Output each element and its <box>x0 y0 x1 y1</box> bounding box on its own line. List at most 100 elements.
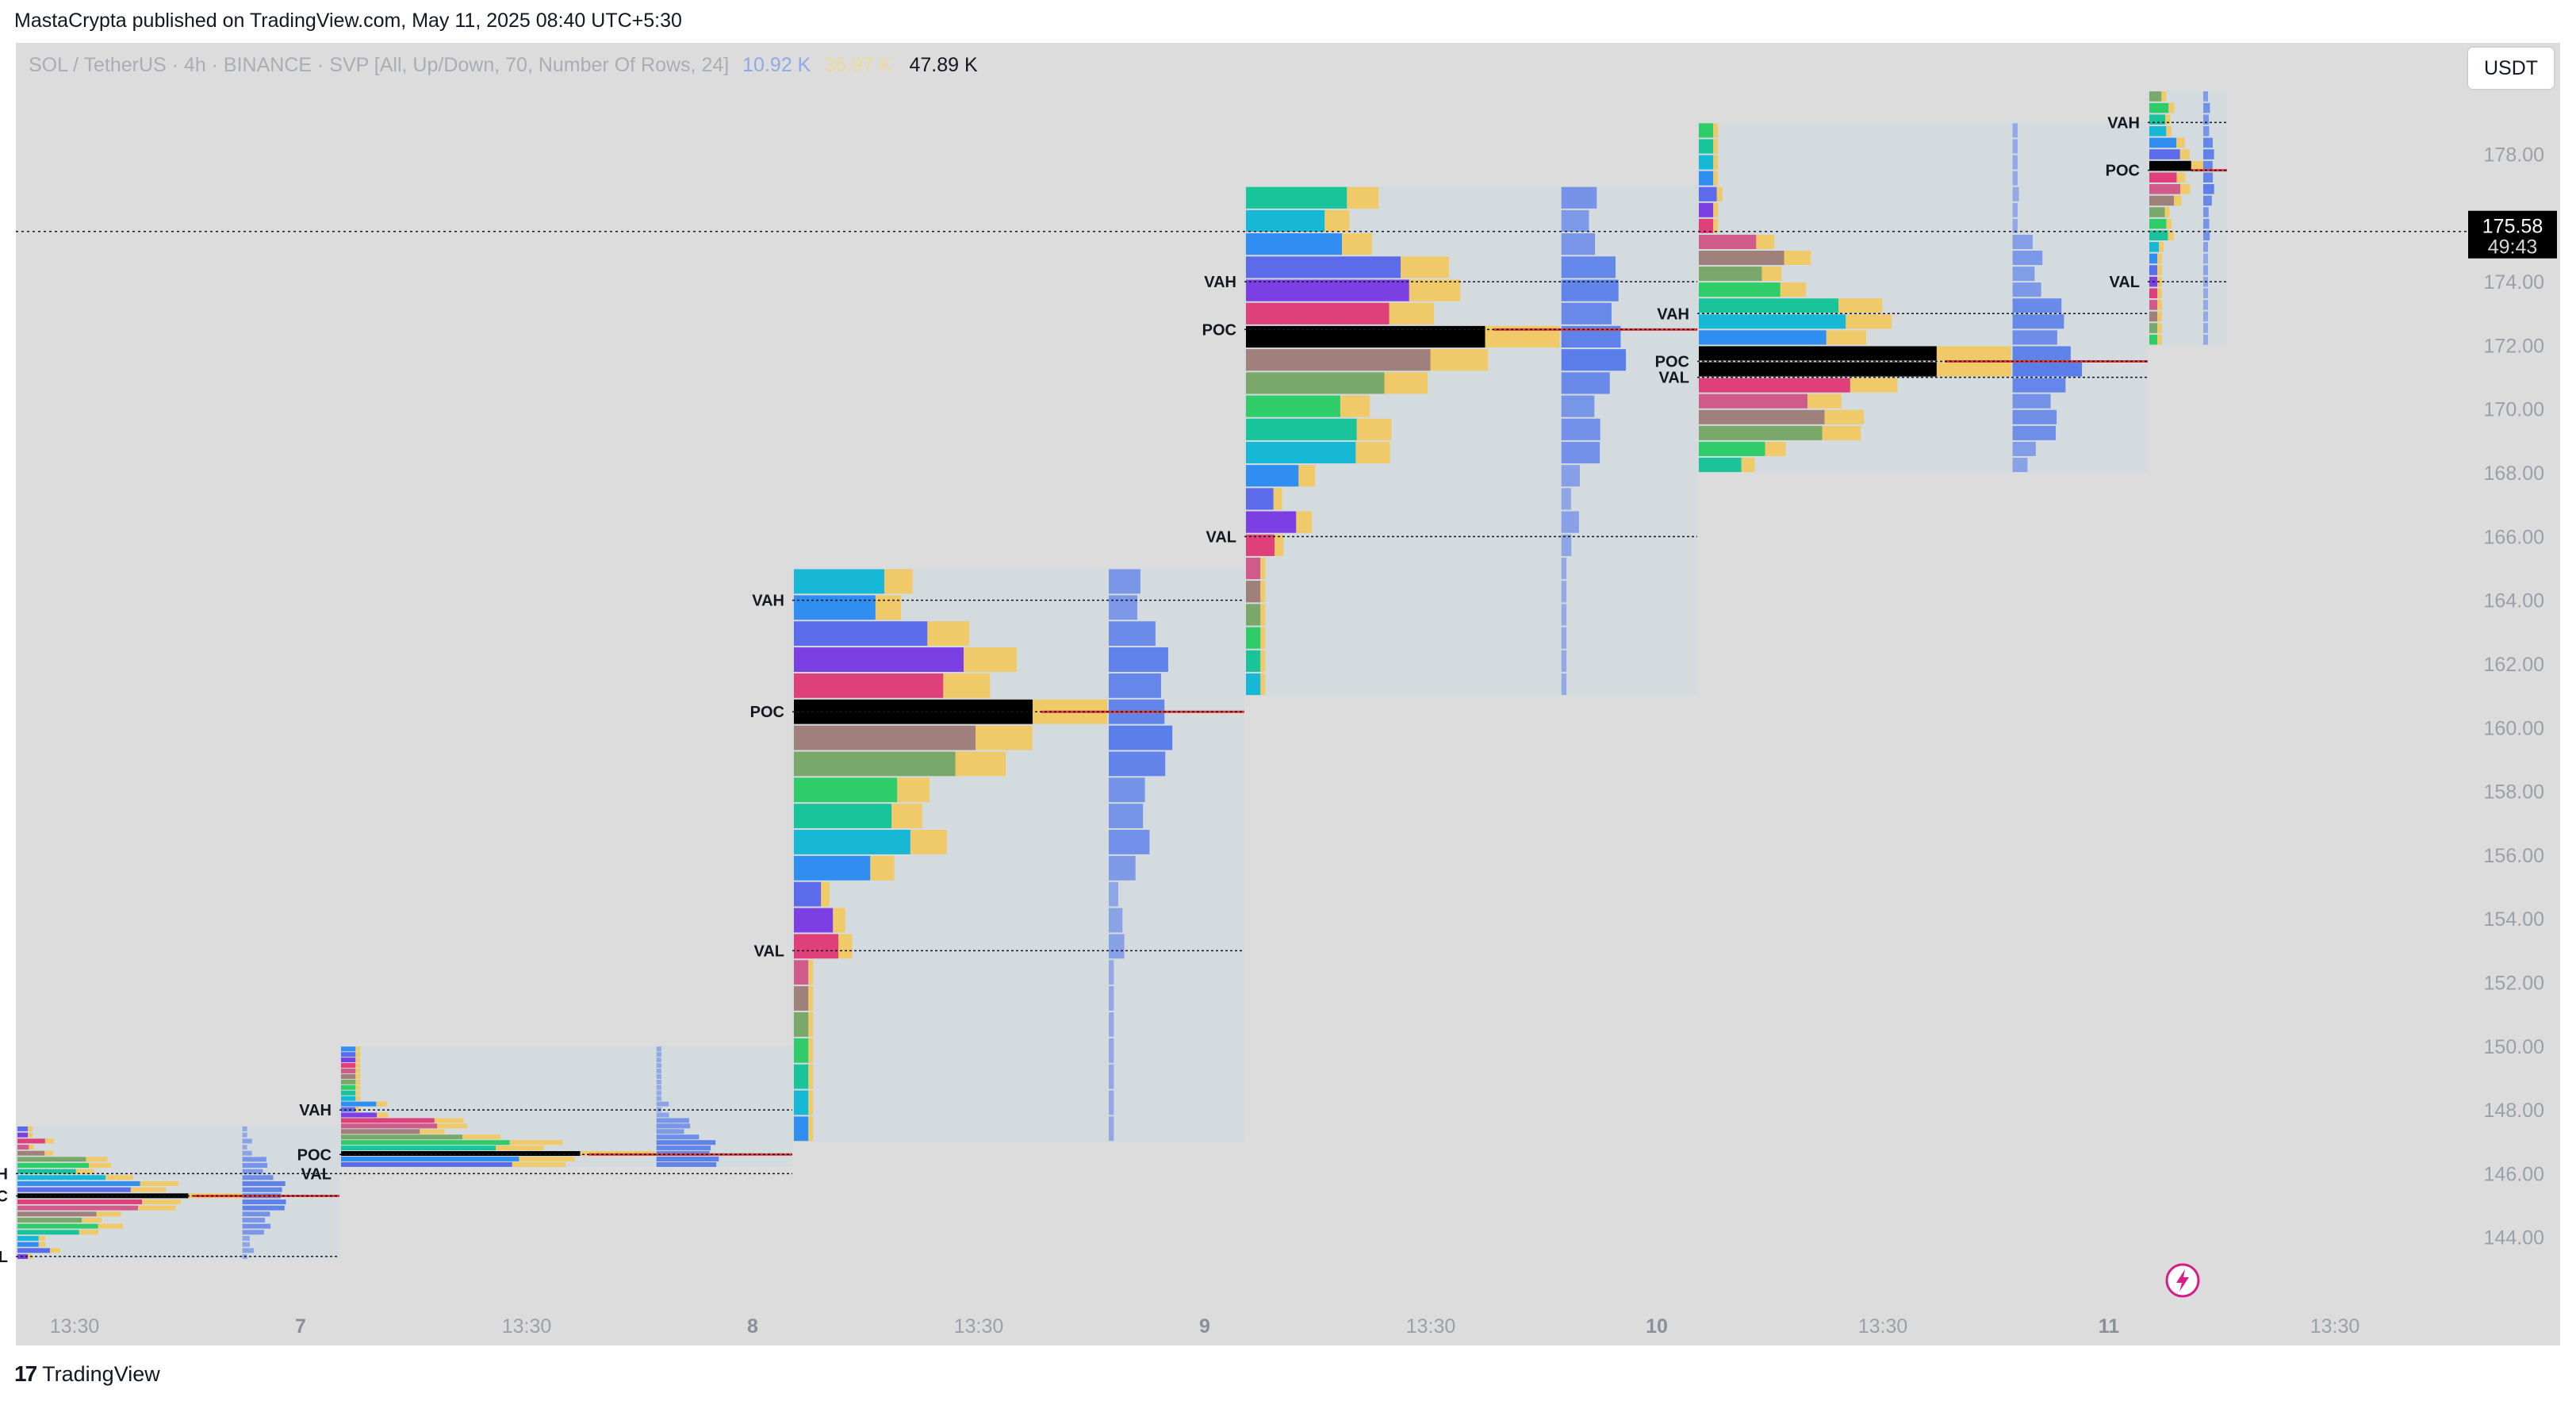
up-volume-row-7-21 <box>355 1046 361 1052</box>
tradingview-footer: 17 TradingView <box>14 1361 160 1387</box>
up-volume-row-9-3 <box>1260 604 1266 626</box>
up-volume-row-9-18 <box>1401 256 1449 278</box>
up-volume-row-10-8 <box>1826 330 1867 345</box>
volume-row-11-0 <box>2149 334 2157 345</box>
total-volume-row-7-16 <box>656 1073 662 1079</box>
x-tick-4: 13:30 <box>954 1315 1004 1338</box>
total-volume-row-11-12 <box>2203 195 2212 206</box>
total-volume-row-8-12 <box>1109 804 1144 829</box>
total-volume-row-9-11 <box>1561 418 1600 440</box>
volume-row-10-16 <box>1699 202 1714 217</box>
total-volume-row-10-4 <box>2012 393 2051 409</box>
total-volume-row-8-18 <box>1109 647 1168 672</box>
total-volume-row-9-3 <box>1561 604 1567 626</box>
total-volume-row-8-4 <box>1109 1011 1114 1037</box>
volume-row-6-1 <box>17 1248 50 1253</box>
total-volume-row-10-10 <box>2012 298 2062 313</box>
up-volume-row-9-12 <box>1340 395 1370 417</box>
volume-row-6-20 <box>17 1132 29 1138</box>
total-volume-row-8-20 <box>1109 595 1138 620</box>
volume-row-7-19 <box>341 1057 356 1063</box>
up-volume-row-10-1 <box>1765 441 1786 456</box>
volume-row-9-2 <box>1246 627 1261 649</box>
up-volume-row-11-21 <box>2161 91 2167 102</box>
total-volume-row-9-16 <box>1561 302 1612 324</box>
up-volume-row-7-7 <box>437 1123 468 1129</box>
volume-row-11-3 <box>2149 300 2157 310</box>
total-volume-row-8-2 <box>1109 1064 1114 1089</box>
volume-row-9-6 <box>1246 534 1275 556</box>
volume-row-11-17 <box>2149 137 2177 148</box>
total-volume-row-11-6 <box>2203 265 2208 275</box>
val-label-7: VAL <box>301 1165 332 1183</box>
total-volume-row-10-16 <box>2012 202 2018 217</box>
total-volume-row-9-20 <box>1561 209 1589 232</box>
up-volume-row-8-13 <box>897 777 930 803</box>
total-volume-row-7-11 <box>656 1101 669 1107</box>
volume-row-8-13 <box>794 777 898 803</box>
up-volume-row-7-3 <box>496 1146 545 1151</box>
val-label-6: VAL <box>0 1249 8 1266</box>
total-volume-row-10-7 <box>2012 346 2071 361</box>
volume-row-11-13 <box>2149 184 2181 194</box>
up-volume-row-8-5 <box>808 986 814 1011</box>
up-volume-row-7-12 <box>355 1096 361 1101</box>
volume-row-10-5 <box>1699 378 1850 393</box>
y-tick-9: 162.00 <box>2484 654 2544 676</box>
y-tick-6: 156.00 <box>2484 845 2544 867</box>
total-volume-row-10-18 <box>2012 171 2018 186</box>
volume-row-8-9 <box>794 881 822 907</box>
up-volume-row-7-16 <box>355 1073 361 1079</box>
volume-row-10-2 <box>1699 425 1823 440</box>
volume-row-10-1 <box>1699 441 1765 456</box>
session-profile-9 <box>1244 186 1697 697</box>
currency-button[interactable]: USDT <box>2468 48 2554 89</box>
volume-row-9-20 <box>1246 209 1325 232</box>
total-volume-row-10-12 <box>2012 267 2035 282</box>
total-volume-row-11-7 <box>2203 253 2208 264</box>
volume-row-8-17 <box>794 673 944 698</box>
total-volume-row-8-9 <box>1109 881 1118 907</box>
total-volume-row-6-19 <box>242 1138 252 1144</box>
up-volume-row-11-4 <box>2157 288 2162 299</box>
volume-row-7-6 <box>341 1129 420 1134</box>
volume-row-9-0 <box>1246 673 1261 696</box>
total-volume-row-9-4 <box>1561 581 1567 603</box>
total-volume-row-9-9 <box>1561 465 1580 487</box>
up-volume-row-11-12 <box>2174 195 2182 206</box>
lightning-icon[interactable] <box>2164 1261 2202 1299</box>
up-volume-row-11-18 <box>2166 126 2172 136</box>
countdown-value: 49:43 <box>2488 236 2538 259</box>
session-profiles <box>16 90 2227 1260</box>
volume-row-8-4 <box>794 1011 809 1037</box>
volume-row-8-0 <box>794 1116 809 1142</box>
up-volume-row-7-0 <box>512 1161 566 1167</box>
total-volume-row-7-21 <box>656 1046 662 1052</box>
volume-row-9-3 <box>1246 604 1261 626</box>
volume-row-6-14 <box>17 1169 76 1174</box>
up-volume-row-11-15 <box>2191 160 2205 171</box>
x-tick-9: 11 <box>2099 1315 2120 1338</box>
volume-row-7-2 <box>341 1151 581 1157</box>
up-volume-row-8-12 <box>891 804 922 829</box>
total-volume-row-11-14 <box>2203 172 2214 183</box>
up-volume-row-10-2 <box>1822 425 1861 440</box>
total-volume-row-7-6 <box>656 1129 684 1134</box>
volume-row-9-7 <box>1246 511 1297 533</box>
up-volume-row-9-16 <box>1389 302 1435 324</box>
up-volume-row-7-5 <box>462 1134 500 1140</box>
total-volume-row-10-6 <box>2012 362 2083 377</box>
y-tick-0: 144.00 <box>2484 1227 2544 1249</box>
volume-row-10-12 <box>1699 267 1762 282</box>
volume-row-7-1 <box>341 1156 519 1161</box>
total-volume-row-11-1 <box>2203 323 2208 333</box>
total-volume-row-10-5 <box>2012 378 2066 393</box>
up-volume-row-6-7 <box>96 1211 121 1217</box>
up-volume-row-9-4 <box>1260 581 1266 603</box>
total-volume-row-11-8 <box>2203 242 2208 252</box>
total-volume-row-10-11 <box>2012 282 2041 297</box>
up-volume-row-11-3 <box>2157 300 2162 310</box>
up-volume-row-6-15 <box>89 1162 112 1168</box>
volume-row-10-11 <box>1699 282 1781 297</box>
up-volume-row-6-19 <box>44 1138 54 1144</box>
